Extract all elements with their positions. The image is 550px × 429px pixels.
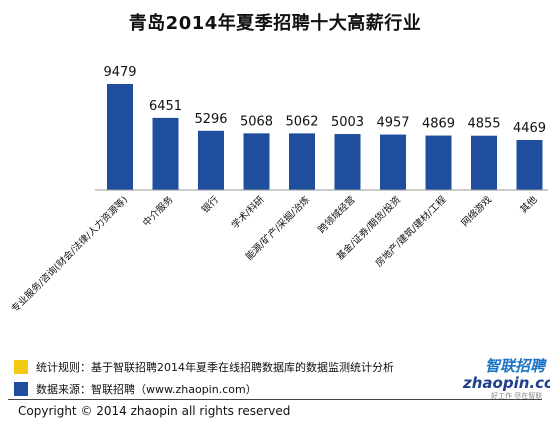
bar-10 (516, 140, 543, 190)
value-label-7: 4957 (376, 116, 409, 131)
note-rule-text: 统计规则：基于智联招聘2014年夏季在线招聘数据库的数据监测统计分析 (36, 361, 394, 374)
value-label-3: 5296 (194, 112, 227, 127)
value-label-9: 4855 (467, 117, 500, 132)
value-label-5: 5062 (285, 114, 318, 129)
note-source: 数据来源：智联招聘（www.zhaopin.com） (14, 381, 257, 397)
bar-3 (198, 130, 224, 190)
category-label-10: 其他 (518, 193, 540, 215)
bar-2 (152, 117, 179, 190)
value-label-8: 4869 (422, 117, 455, 132)
chart-title: 青岛2014年夏季招聘十大高薪行业 (128, 13, 422, 34)
note-source-text: 数据来源：智联招聘（www.zhaopin.com） (36, 383, 257, 396)
value-label-2: 6451 (149, 99, 182, 114)
footer-divider (8, 399, 542, 400)
logo-en-text: zhaopin.com (463, 374, 550, 392)
yellow-swatch (14, 360, 28, 374)
value-label-1: 9479 (103, 65, 136, 80)
category-label-3: 银行 (199, 193, 221, 215)
category-label-6: 跨领域经营 (316, 194, 358, 236)
zhaopin-logo: 智联招聘 zhaopin.com 好工作 尽在智联 (463, 355, 550, 400)
category-label-4: 学术/科研 (229, 193, 267, 231)
note-rule: 统计规则：基于智联招聘2014年夏季在线招聘数据库的数据监测统计分析 (14, 359, 394, 375)
logo-slogan: 好工作 尽在智联 (491, 392, 543, 400)
value-label-6: 5003 (331, 115, 364, 130)
category-label-1: 专业服务/咨询(财会/法律/人力资源等) (9, 194, 130, 315)
value-label-4: 5068 (240, 114, 273, 129)
bar-9 (471, 135, 497, 190)
bar-1 (107, 84, 133, 190)
bar-7 (380, 134, 406, 190)
value-label-10: 4469 (513, 121, 546, 136)
blue-swatch (14, 382, 28, 396)
bar-6 (334, 134, 361, 190)
bar-8 (425, 135, 452, 190)
bar-chart: 9479 6451 5296 5068 5062 5003 4957 4869 4855 4469… (9, 65, 548, 315)
category-label-9: 网络游戏 (459, 193, 495, 229)
category-label-2: 中介服务 (140, 193, 176, 229)
logo-cn-text: 智联招聘 (484, 357, 545, 375)
bar-4 (243, 133, 270, 190)
bar-5 (289, 133, 315, 190)
copyright-text: Copyright © 2014 zhaopin all rights rese… (18, 404, 291, 418)
